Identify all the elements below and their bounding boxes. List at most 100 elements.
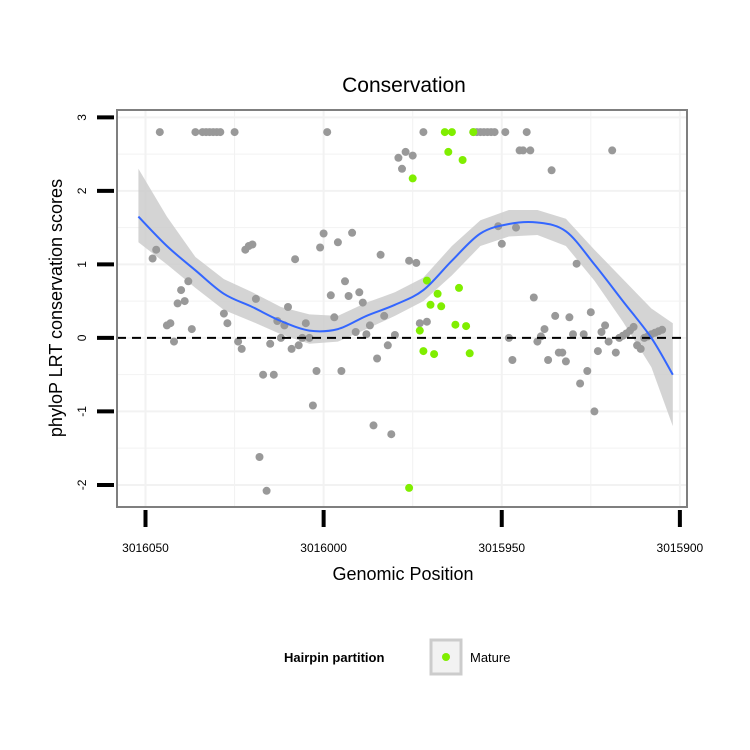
point-other: [401, 147, 410, 156]
point-other: [255, 453, 264, 461]
point-other: [316, 243, 325, 252]
point-other: [287, 344, 296, 353]
point-other: [305, 333, 314, 342]
legend-title: Hairpin partition: [284, 650, 384, 665]
point-other: [276, 333, 285, 342]
point-other: [230, 128, 239, 137]
point-other: [166, 319, 175, 328]
y-tick-label: 1: [75, 261, 89, 268]
point-other: [323, 128, 332, 137]
point-other: [355, 288, 364, 297]
point-mature: [426, 300, 435, 309]
point-mature: [447, 128, 456, 137]
point-mature: [455, 283, 463, 292]
point-other: [148, 254, 157, 263]
point-other: [373, 354, 382, 363]
point-other: [579, 330, 588, 339]
y-tick-label: -2: [75, 479, 89, 490]
point-other: [544, 356, 553, 364]
point-other: [170, 337, 178, 346]
point-other: [586, 308, 595, 317]
point-other: [583, 367, 592, 375]
point-other: [294, 341, 303, 350]
point-mature: [462, 322, 471, 331]
point-other: [234, 337, 243, 346]
legend-key-box: [429, 638, 463, 676]
point-other: [312, 367, 321, 375]
y-tick-label: -1: [75, 406, 89, 417]
point-other: [658, 325, 667, 334]
point-other: [558, 348, 567, 357]
y-axis-title: phyloP LRT conservation scores: [46, 179, 66, 437]
point-mature: [408, 174, 417, 183]
point-other: [362, 330, 371, 339]
point-other: [351, 328, 360, 336]
point-other: [576, 379, 585, 388]
x-axis-title: Genomic Position: [332, 564, 473, 584]
point-other: [561, 357, 570, 366]
point-other: [173, 299, 182, 308]
point-other: [326, 291, 335, 300]
point-other: [219, 309, 228, 318]
point-other: [152, 245, 161, 254]
point-other: [519, 146, 528, 155]
point-other: [319, 229, 328, 238]
point-other: [223, 319, 232, 328]
point-mature: [458, 156, 467, 164]
point-other: [155, 128, 164, 137]
point-other: [344, 292, 353, 300]
data-points: [148, 128, 667, 495]
point-other: [330, 313, 339, 322]
point-other: [301, 319, 310, 328]
point-other: [551, 311, 560, 320]
point-other: [540, 325, 549, 334]
point-other: [572, 259, 581, 268]
point-other: [629, 322, 638, 331]
point-other: [394, 153, 403, 162]
point-other: [187, 325, 196, 334]
point-other: [490, 128, 499, 137]
confidence-ribbon: [138, 168, 673, 427]
y-tick-label: 0: [75, 334, 89, 341]
point-mature: [433, 289, 442, 298]
point-mature: [440, 128, 449, 137]
point-mature: [415, 326, 424, 335]
point-other: [358, 298, 367, 307]
point-other: [522, 128, 531, 137]
y-tick-label: 2: [75, 187, 89, 194]
x-tick-label: 3015900: [657, 541, 704, 555]
point-other: [415, 319, 424, 328]
legend-label-mature: Mature: [470, 650, 510, 665]
point-other: [512, 223, 520, 232]
point-other: [269, 370, 278, 379]
point-other: [398, 164, 406, 173]
point-other: [184, 277, 193, 286]
point-other: [248, 240, 257, 249]
point-other: [636, 344, 645, 353]
point-other: [383, 341, 392, 350]
point-other: [308, 401, 317, 410]
point-other: [376, 250, 385, 259]
point-other: [590, 407, 599, 416]
point-other: [608, 146, 617, 155]
point-other: [601, 321, 610, 330]
point-mature: [405, 483, 414, 492]
point-other: [508, 356, 517, 364]
point-other: [547, 166, 556, 175]
point-other: [380, 311, 389, 320]
point-other: [262, 486, 271, 495]
point-other: [251, 294, 260, 303]
point-mature: [465, 349, 474, 358]
point-other: [291, 255, 300, 264]
panel-border: [116, 109, 688, 508]
point-other: [593, 347, 602, 356]
point-other: [259, 370, 268, 379]
point-other: [177, 286, 186, 295]
point-other: [565, 313, 574, 322]
point-mature: [422, 276, 431, 285]
point-other: [597, 328, 606, 336]
point-other: [341, 277, 349, 286]
point-other: [526, 146, 535, 155]
y-tick-label: 3: [75, 114, 89, 121]
